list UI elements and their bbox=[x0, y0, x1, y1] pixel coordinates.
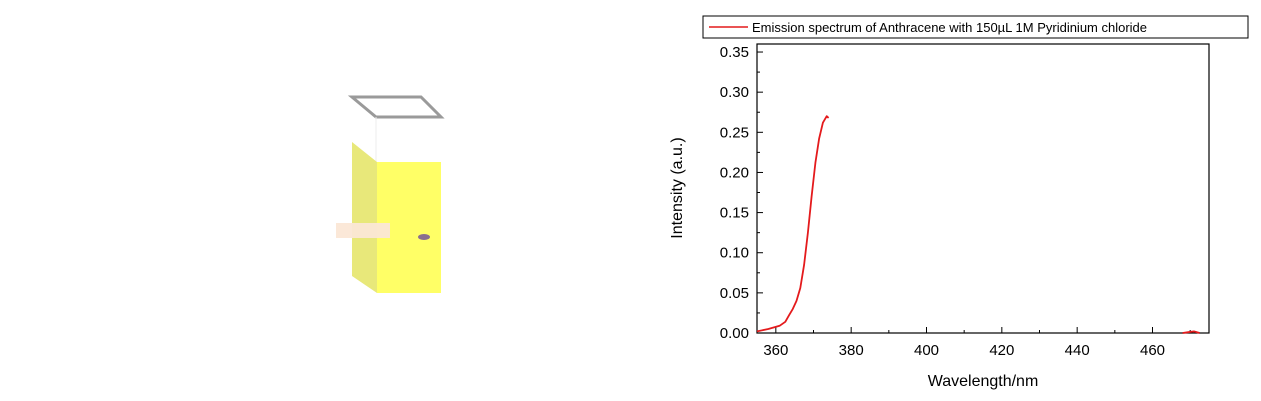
series-line-1 bbox=[1182, 330, 1200, 334]
legend: Emission spectrum of Anthracene with 150… bbox=[702, 15, 1249, 39]
sample-spot bbox=[418, 234, 430, 240]
x-tick-label: 460 bbox=[1140, 342, 1165, 359]
series-layer bbox=[756, 115, 1200, 334]
y-tick-label: 0.20 bbox=[720, 164, 749, 181]
plot-area-frame bbox=[756, 43, 1210, 334]
x-tick-label: 380 bbox=[839, 342, 864, 359]
cuvette-illustration bbox=[336, 95, 445, 293]
x-tick-label: 420 bbox=[989, 342, 1014, 359]
legend-box bbox=[702, 15, 1249, 39]
legend-entry-label: Emission spectrum of Anthracene with 150… bbox=[752, 20, 1147, 35]
series-line-0 bbox=[756, 115, 830, 333]
y-tick-label: 0.30 bbox=[720, 84, 749, 101]
x-tick-label: 400 bbox=[914, 342, 939, 359]
y-tick-label: 0.00 bbox=[720, 325, 749, 342]
cuvette-side-face bbox=[352, 142, 377, 293]
x-tick-label: 440 bbox=[1065, 342, 1090, 359]
x-axis-title: Wavelength/nm bbox=[928, 373, 1039, 390]
y-axis: 0.00 0.05 0.10 0.15 0.20 0.25 0.30 0.35 bbox=[720, 44, 763, 342]
excitation-beam bbox=[336, 223, 390, 238]
cuvette-lid bbox=[347, 95, 445, 119]
y-tick-label: 0.35 bbox=[720, 44, 749, 61]
x-axis: 360 380 400 420 440 460 bbox=[763, 327, 1191, 359]
y-axis-title: Intensity (a.u.) bbox=[669, 137, 686, 238]
y-tick-label: 0.15 bbox=[720, 205, 749, 222]
y-tick-label: 0.10 bbox=[720, 245, 749, 262]
y-tick-label: 0.25 bbox=[720, 124, 749, 141]
y-tick-label: 0.05 bbox=[720, 285, 749, 302]
x-tick-label: 360 bbox=[763, 342, 788, 359]
